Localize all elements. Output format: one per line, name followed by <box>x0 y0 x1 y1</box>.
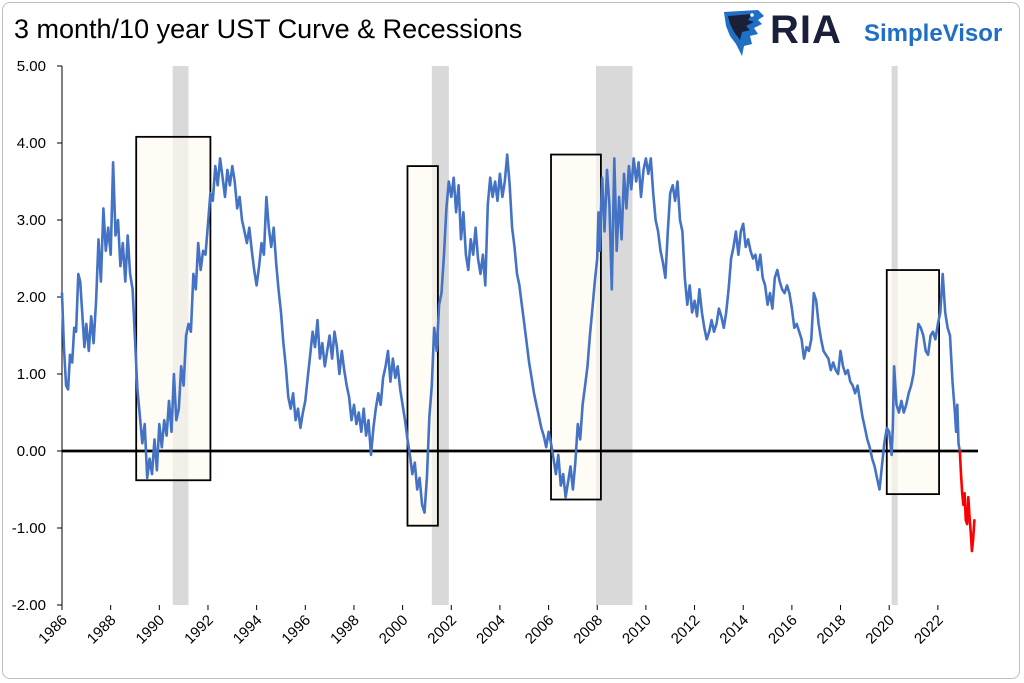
y-tick-labels: 5.00 4.00 3.00 2.00 1.00 0.00 -1.00 -2.00 <box>12 58 46 614</box>
x-tick-label: 2016 <box>765 612 801 648</box>
y-tick-label: 5.00 <box>17 58 46 75</box>
x-tick-label: 1994 <box>230 612 266 648</box>
y-tick-label: -2.00 <box>12 597 46 614</box>
eagle-icon <box>724 10 764 56</box>
x-tick-labels: 1986 1988 1990 1992 1994 1996 1998 2000 2002 2004… <box>35 612 946 648</box>
x-tick-label: 2010 <box>619 612 655 648</box>
y-tick-label: 0.00 <box>17 443 46 460</box>
x-tick-label: 1986 <box>35 612 71 648</box>
curve-line-recent <box>958 449 976 553</box>
x-tick-label: 2014 <box>716 612 752 648</box>
y-tick-label: 4.00 <box>17 135 46 152</box>
x-tick-label: 2020 <box>862 612 898 648</box>
y-tick-label: 3.00 <box>17 212 46 229</box>
x-tick-label: 1992 <box>181 612 217 648</box>
recession-band <box>596 66 633 605</box>
curve-line <box>60 153 962 514</box>
y-tick-label: 2.00 <box>17 289 46 306</box>
x-tick-label: 2002 <box>424 612 460 648</box>
y-tick-label: -1.00 <box>12 520 46 537</box>
recession-bands <box>172 66 898 605</box>
brand-name: RIA <box>770 8 842 52</box>
y-tick-label: 1.00 <box>17 366 46 383</box>
x-tick-label: 2000 <box>376 612 412 648</box>
brand-logo: RIA SimpleVisor <box>718 6 1018 60</box>
x-tick-label: 1996 <box>279 612 315 648</box>
x-tick-label: 1998 <box>327 612 363 648</box>
x-tick-label: 1988 <box>84 612 120 648</box>
x-tick-label: 2012 <box>668 612 704 648</box>
brand-product: SimpleVisor <box>864 20 1003 47</box>
chart-title: 3 month/10 year UST Curve & Recessions <box>14 14 523 44</box>
x-tick-label: 2022 <box>911 612 947 648</box>
series-lines <box>60 153 976 553</box>
x-tick-label: 1990 <box>133 612 169 648</box>
inversion-boxes <box>135 135 940 527</box>
axes <box>57 65 978 610</box>
x-tick-label: 2006 <box>522 612 558 648</box>
x-tick-label: 2004 <box>473 612 509 648</box>
inversion-box <box>135 135 212 482</box>
x-tick-label: 2018 <box>814 612 850 648</box>
x-tick-label: 2008 <box>570 612 606 648</box>
